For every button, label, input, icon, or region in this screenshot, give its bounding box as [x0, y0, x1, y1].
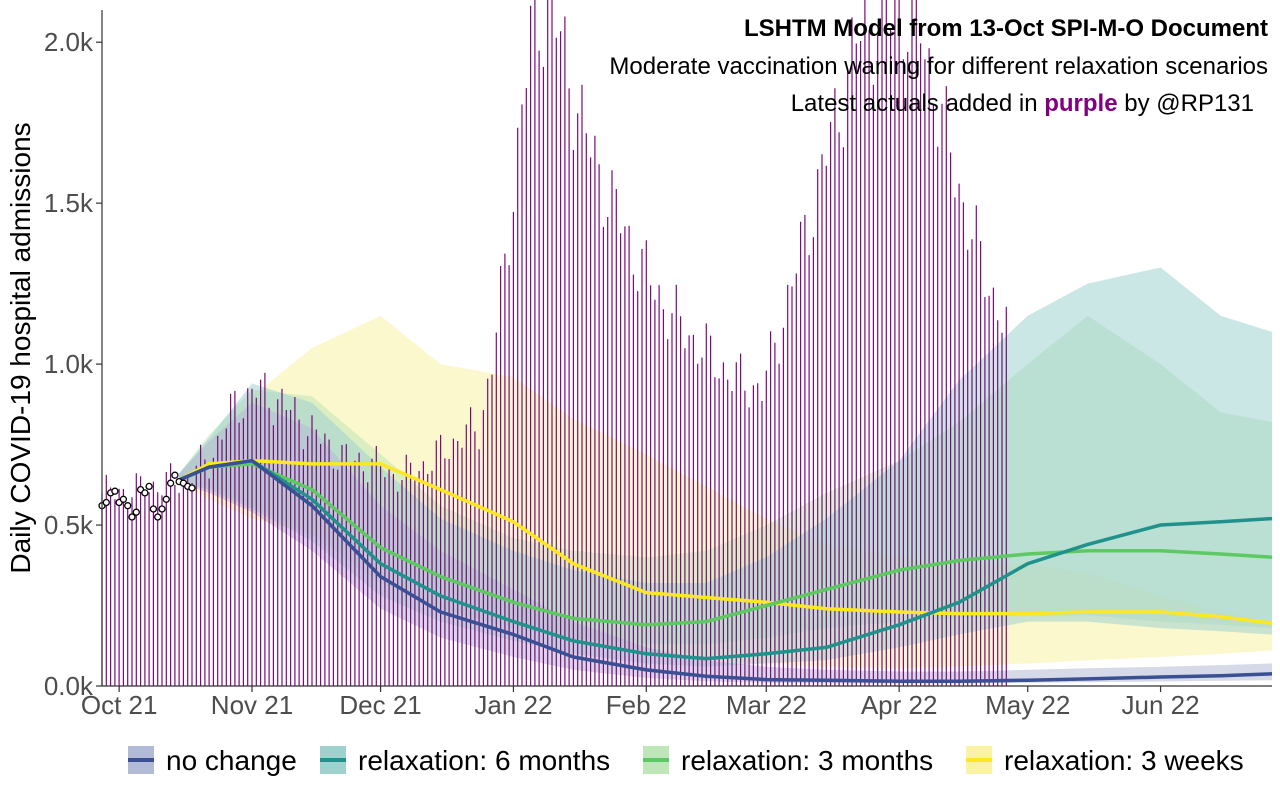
caption-highlight: purple [1044, 90, 1117, 117]
band-no_change [179, 402, 1273, 684]
actual-point [188, 484, 196, 492]
y-tick-label: 1.5k [44, 188, 94, 218]
chart-caption: Latest actuals added in purple by @RP131 [791, 90, 1254, 117]
line-relax_3m [178, 462, 1273, 627]
x-tick-label: Nov 21 [211, 690, 293, 720]
line-no_change [178, 458, 1273, 683]
prediction-bands [179, 267, 1273, 684]
x-tick-label: Mar 22 [726, 690, 807, 720]
legend-item-relax_3m: relaxation: 3 months [643, 745, 933, 776]
caption-before: Latest actuals added in [791, 90, 1038, 117]
x-tick-label: Feb 22 [606, 690, 687, 720]
actual-point [171, 471, 179, 479]
line-relax_6m [178, 458, 1273, 661]
y-tick-label: 0.0k [44, 671, 94, 701]
actual-point [149, 505, 158, 513]
actual-point [124, 502, 132, 510]
actual-point [128, 513, 136, 521]
x-tick-label: Oct 21 [81, 690, 158, 720]
y-tick-label: 2.0k [44, 27, 94, 57]
x-tick-label: Dec 21 [339, 690, 421, 720]
actuals-points [98, 471, 196, 521]
legend-label: relaxation: 6 months [358, 745, 610, 776]
caption-after: by @RP131 [1124, 90, 1254, 117]
y-ticks: 0.0k 0.5k 1.0k 1.5k 2.0k [44, 27, 102, 701]
annotations: LSHTM Model from 13-Oct SPI-M-O Document… [609, 15, 1268, 117]
axes: 0.0k 0.5k 1.0k 1.5k 2.0k Oct 21 Nov 21 Dec 21 J… [44, 10, 1272, 720]
actual-point [119, 495, 128, 503]
y-tick-label: 0.5k [44, 510, 94, 540]
x-tick-label: Apr 22 [861, 690, 938, 720]
line-relax_3w [178, 458, 1273, 625]
y-tick-label: 1.0k [44, 349, 94, 379]
legend-label: no change [166, 745, 297, 776]
legend-label: relaxation: 3 weeks [1004, 745, 1244, 776]
chart-title: LSHTM Model from 13-Oct SPI-M-O Document [744, 15, 1268, 42]
legend-item-relax_3w: relaxation: 3 weeks [966, 745, 1244, 776]
x-ticks: Oct 21 Nov 21 Dec 21 Jan 22 Feb 22 Mar 22 Apr … [81, 686, 1200, 720]
chart-subtitle: Moderate vaccination waning for differen… [609, 53, 1268, 80]
y-axis-title: Daily COVID-19 hospital admissions [5, 122, 36, 573]
actual-point [158, 505, 166, 513]
actual-point [102, 498, 110, 507]
legend-item-no_change: no change [128, 745, 297, 776]
actual-point [166, 479, 175, 487]
actual-point [162, 495, 170, 503]
x-tick-label: Jun 22 [1122, 690, 1200, 720]
plot-area [98, 0, 1273, 686]
actual-point [154, 513, 162, 521]
actual-point [141, 489, 149, 497]
actual-point [111, 487, 119, 495]
x-tick-label: May 22 [985, 690, 1070, 720]
actual-point [132, 508, 140, 516]
legend: no change relaxation: 6 months relaxation:… [128, 745, 1244, 776]
x-tick-label: Jan 22 [474, 690, 552, 720]
actual-point [145, 482, 153, 491]
legend-item-relax_6m: relaxation: 6 months [320, 745, 610, 776]
legend-label: relaxation: 3 months [681, 745, 933, 776]
scenario-lines [178, 458, 1273, 683]
